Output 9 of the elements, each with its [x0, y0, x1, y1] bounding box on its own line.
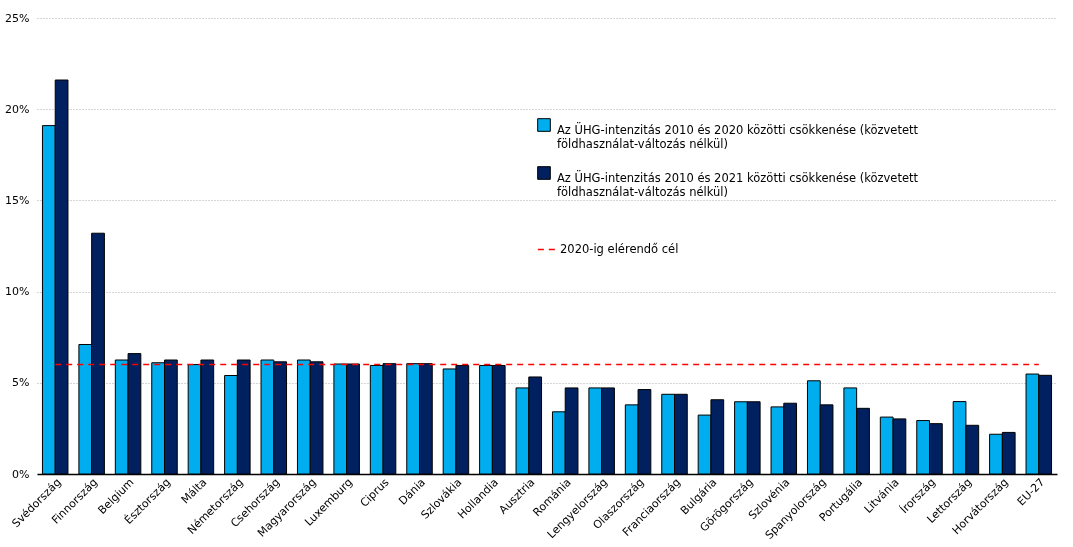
y-tick-label: 15%: [5, 193, 30, 207]
y-tick-label: 25%: [5, 11, 30, 25]
y-tick-label: 20%: [5, 102, 30, 116]
legend-label: Az ÜHG-intenzitás 2010 és 2020 közötti csökkenése (közvetett földhasználat-változás nélkül): [557, 121, 919, 151]
legend-label: 2020-ig elérendő cél: [560, 241, 679, 256]
legend-label: Az ÜHG-intenzitás 2010 és 2021 közötti csökkenése (közvetett földhasználat-változás nélkül): [557, 169, 919, 199]
y-tick-label: 10%: [5, 285, 30, 299]
y-tick-label: 0%: [12, 467, 30, 481]
y-tick-label: 5%: [12, 376, 30, 390]
